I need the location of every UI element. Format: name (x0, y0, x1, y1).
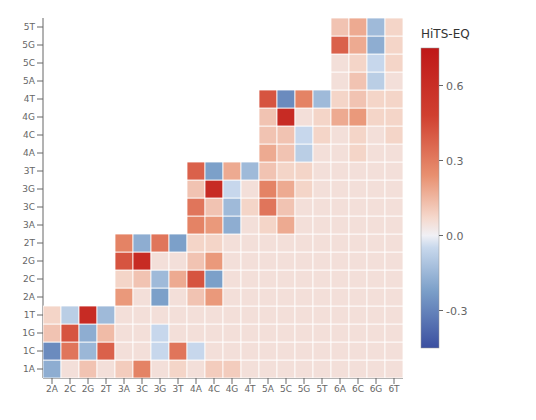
svg-text:4G: 4G (22, 112, 35, 122)
svg-text:4A: 4A (190, 384, 203, 394)
svg-text:5T: 5T (316, 384, 328, 394)
svg-text:0.3: 0.3 (446, 155, 464, 168)
svg-text:HiTS-EQ: HiTS-EQ (421, 27, 470, 41)
svg-text:3A: 3A (23, 220, 36, 230)
svg-text:5G: 5G (22, 40, 35, 50)
svg-text:3G: 3G (154, 384, 167, 394)
svg-text:6C: 6C (352, 384, 364, 394)
svg-text:4G: 4G (226, 384, 239, 394)
svg-text:4A: 4A (23, 148, 36, 158)
svg-text:3C: 3C (23, 202, 35, 212)
svg-text:6T: 6T (388, 384, 400, 394)
svg-text:2A: 2A (46, 384, 59, 394)
svg-text:5C: 5C (23, 58, 35, 68)
svg-text:4C: 4C (23, 130, 35, 140)
svg-text:1A: 1A (23, 364, 36, 374)
svg-text:6G: 6G (370, 384, 383, 394)
svg-text:3C: 3C (136, 384, 148, 394)
svg-text:1T: 1T (24, 310, 36, 320)
svg-text:0.6: 0.6 (446, 80, 464, 93)
svg-text:0.0: 0.0 (446, 230, 464, 243)
svg-text:2C: 2C (23, 274, 35, 284)
svg-text:2A: 2A (23, 292, 36, 302)
svg-text:5A: 5A (262, 384, 275, 394)
svg-text:5T: 5T (24, 22, 36, 32)
svg-text:2T: 2T (100, 384, 112, 394)
svg-text:3A: 3A (118, 384, 131, 394)
svg-text:5C: 5C (280, 384, 292, 394)
svg-text:3G: 3G (22, 184, 35, 194)
svg-text:3T: 3T (172, 384, 184, 394)
svg-text:-0.3: -0.3 (446, 305, 467, 318)
svg-text:5A: 5A (23, 76, 36, 86)
svg-text:2C: 2C (64, 384, 76, 394)
svg-text:4T: 4T (24, 94, 36, 104)
svg-text:2G: 2G (82, 384, 95, 394)
svg-text:6A: 6A (334, 384, 347, 394)
svg-text:1C: 1C (23, 346, 35, 356)
svg-text:5G: 5G (298, 384, 311, 394)
svg-text:2G: 2G (22, 256, 35, 266)
svg-text:4C: 4C (208, 384, 220, 394)
svg-text:3T: 3T (24, 166, 36, 176)
svg-text:1G: 1G (22, 328, 35, 338)
svg-text:4T: 4T (244, 384, 256, 394)
svg-text:2T: 2T (24, 238, 36, 248)
